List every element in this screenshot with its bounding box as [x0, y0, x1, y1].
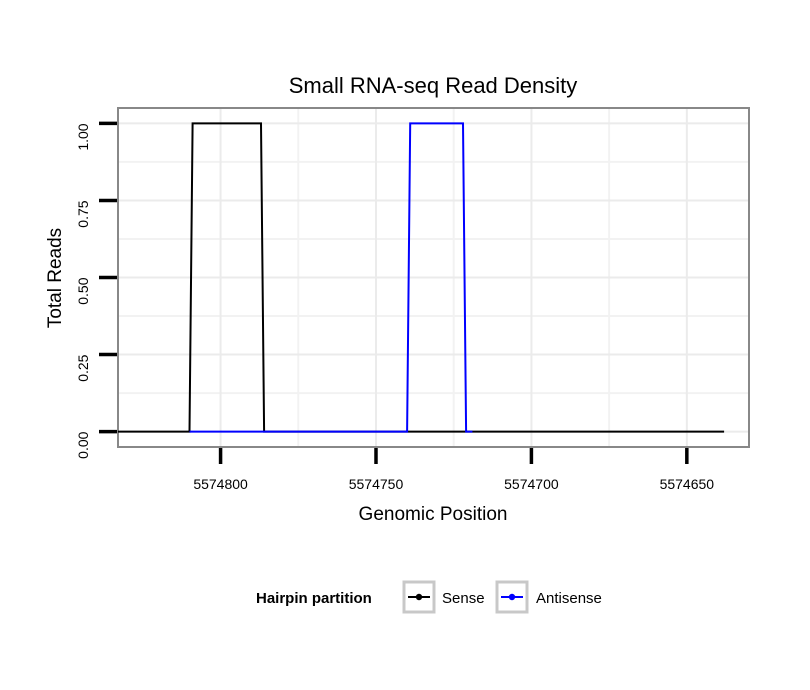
x-tick-label: 5574750	[349, 476, 404, 492]
legend-marker-sense	[415, 593, 423, 601]
chart-title: Small RNA-seq Read Density	[289, 73, 578, 98]
x-tick-label: 5574800	[193, 476, 248, 492]
legend-item-antisense: Antisense	[495, 580, 602, 614]
data-series	[118, 122, 725, 433]
legend-key-antisense	[495, 580, 529, 614]
y-tick-label: 0.75	[75, 200, 91, 227]
y-axis: 0.00 0.25 0.50 0.75 1.00	[75, 121, 117, 459]
plot-panel-border	[117, 107, 750, 448]
legend-title: Hairpin partition	[256, 590, 372, 607]
y-tick-label: 1.00	[75, 123, 91, 150]
grid-lines	[118, 108, 749, 447]
legend: Hairpin partition Sense Antisense	[256, 580, 602, 614]
x-axis: 5574800 5574750 5574700 5574650	[193, 448, 714, 492]
series-line-antisense	[189, 122, 473, 433]
y-tick-label: 0.50	[75, 277, 91, 304]
legend-marker-antisense	[508, 593, 516, 601]
legend-label-sense: Sense	[442, 590, 485, 607]
x-tick-label: 5574700	[504, 476, 559, 492]
y-axis-title: Total Reads	[45, 228, 66, 328]
legend-label-antisense: Antisense	[536, 590, 602, 607]
y-tick-label: 0.00	[75, 431, 91, 458]
x-axis-title: Genomic Position	[359, 504, 508, 525]
x-tick-label: 5574650	[660, 476, 715, 492]
y-tick-label: 0.25	[75, 354, 91, 381]
legend-item-sense: Sense	[402, 580, 485, 614]
